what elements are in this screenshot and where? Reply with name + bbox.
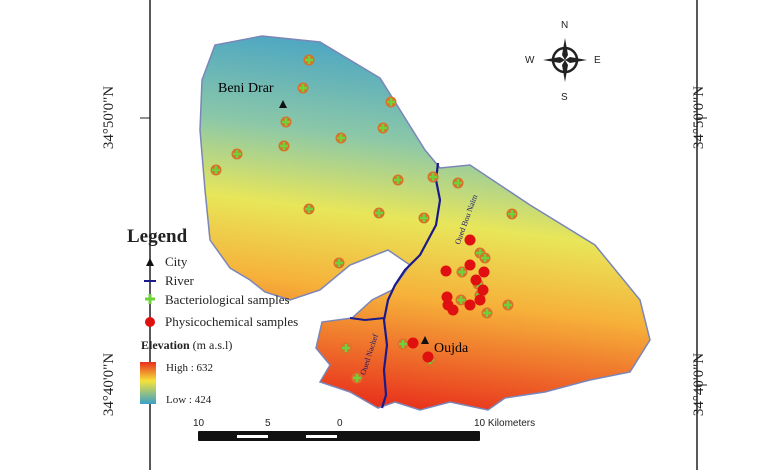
physicochemical-sample — [422, 351, 434, 363]
legend-bact-icon — [145, 294, 155, 304]
compass-w: W — [525, 55, 535, 66]
city-label-oujda: Oujda — [434, 341, 469, 356]
city-oujda-icon — [421, 336, 429, 344]
elevation-title: Elevation (m a.s.l) — [141, 338, 232, 353]
bacteriological-sample — [210, 164, 222, 176]
lat-label-left-bottom: 34°40'0"N — [101, 352, 118, 417]
elevation-high: High : 632 — [166, 362, 214, 374]
elevation-ramp — [140, 362, 156, 404]
physicochemical-sample — [477, 284, 489, 296]
bacteriological-sample — [418, 212, 430, 224]
bacteriological-sample — [479, 252, 491, 264]
lat-label-right-top: 34°50'0"N — [691, 85, 708, 150]
bacteriological-sample — [377, 122, 389, 134]
bacteriological-sample — [278, 140, 290, 152]
compass-s: S — [561, 92, 568, 103]
bacteriological-sample — [502, 299, 514, 311]
bacteriological-sample — [481, 307, 493, 319]
bacteriological-sample — [455, 294, 467, 306]
compass-icon — [543, 38, 587, 82]
legend-item-bact: Bacteriological samples — [165, 292, 290, 307]
legend-title: Legend — [127, 226, 188, 247]
physicochemical-sample — [441, 291, 453, 303]
scale-bar — [198, 431, 480, 441]
legend-item-river: River — [165, 273, 194, 288]
bacteriological-sample — [373, 207, 385, 219]
scale-tick-10: 10 — [193, 418, 205, 429]
bacteriological-sample — [297, 82, 309, 94]
lat-label-right-bottom: 34°40'0"N — [691, 352, 708, 417]
bacteriological-sample — [340, 342, 352, 354]
bacteriological-sample — [506, 208, 518, 220]
physicochemical-sample — [478, 266, 490, 278]
bacteriological-sample — [351, 372, 363, 384]
bacteriological-sample — [231, 148, 243, 160]
bacteriological-sample — [427, 171, 439, 183]
bacteriological-sample — [452, 177, 464, 189]
physicochemical-sample — [464, 299, 476, 311]
bacteriological-sample — [303, 54, 315, 66]
physicochemical-sample — [470, 274, 482, 286]
physicochemical-samples — [407, 234, 490, 363]
river-oued-bou-naim — [380, 162, 442, 409]
compass-n: N — [561, 20, 569, 31]
physicochemical-sample — [464, 234, 476, 246]
scale-end: 10 Kilometers — [474, 418, 536, 429]
lat-label-left-top: 34°50'0"N — [101, 85, 118, 150]
physicochemical-sample — [464, 259, 476, 271]
physicochemical-sample — [407, 337, 419, 349]
bacteriological-sample — [397, 338, 409, 350]
city-label-beni-drar: Beni Drar — [218, 81, 274, 96]
legend-item-city: City — [165, 254, 188, 269]
legend-phys-icon — [145, 317, 155, 327]
bacteriological-sample — [456, 266, 468, 278]
elevation-unit: (m a.s.l) — [192, 338, 233, 352]
scale-tick-5: 5 — [265, 418, 271, 429]
compass-e: E — [594, 55, 601, 66]
legend-city-icon — [146, 258, 154, 266]
bacteriological-sample — [335, 132, 347, 144]
bacteriological-sample — [280, 116, 292, 128]
elevation-low: Low : 424 — [166, 394, 212, 406]
elevation-label: Elevation — [141, 338, 190, 352]
legend-item-phys: Physicochemical samples — [165, 314, 299, 329]
physicochemical-sample — [440, 265, 452, 277]
physicochemical-sample — [474, 294, 486, 306]
bacteriological-sample — [333, 257, 345, 269]
bacteriological-sample — [303, 203, 315, 215]
bacteriological-sample — [392, 174, 404, 186]
river-oued-nachef — [349, 317, 386, 322]
city-beni-drar-icon — [279, 100, 287, 108]
scale-tick-0: 0 — [337, 418, 343, 429]
bacteriological-sample — [385, 96, 397, 108]
physicochemical-sample — [442, 299, 454, 311]
